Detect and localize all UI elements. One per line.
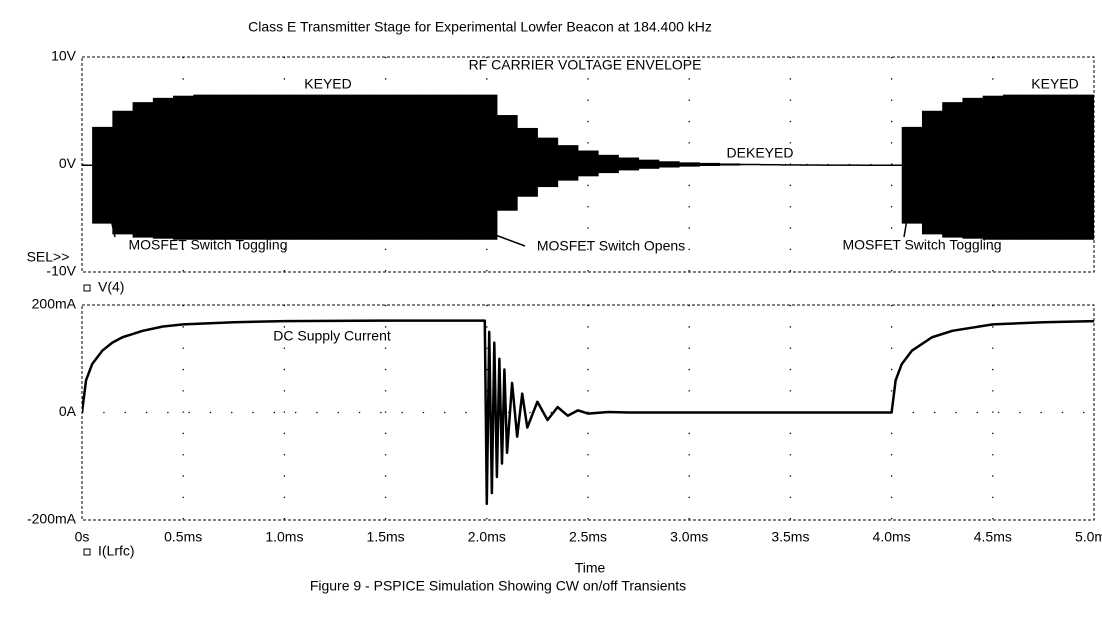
envelope-slice bbox=[314, 94, 336, 240]
envelope-slice bbox=[173, 95, 194, 240]
x-tick-label: 2.5ms bbox=[569, 529, 607, 545]
envelope-slice bbox=[638, 159, 660, 169]
envelope-slice bbox=[254, 94, 275, 240]
annotation: SEL>> bbox=[27, 249, 70, 265]
x-tick-label: 0s bbox=[75, 529, 90, 545]
x-tick-label: 1.5ms bbox=[367, 529, 405, 545]
legend-marker bbox=[83, 548, 91, 556]
y-tick-label: 0A bbox=[59, 403, 77, 419]
envelope-slice bbox=[760, 163, 781, 166]
y-tick-label: 0V bbox=[59, 155, 77, 171]
annotation: DEKEYED bbox=[727, 145, 794, 161]
envelope-slice bbox=[335, 94, 356, 240]
envelope-slice bbox=[557, 145, 579, 181]
y-tick-label: -10V bbox=[46, 263, 76, 279]
envelope-slice bbox=[92, 126, 113, 224]
envelope-slice bbox=[1023, 94, 1044, 240]
envelope-slice bbox=[476, 94, 498, 240]
envelope-slice bbox=[294, 94, 316, 240]
envelope-slice bbox=[861, 164, 882, 166]
legend-label: V(4) bbox=[98, 279, 124, 295]
x-tick-label: 5.0ms bbox=[1075, 529, 1102, 545]
series-group bbox=[82, 94, 1094, 240]
plot-layer: -10V 0V 10V RF CARRIER VOLTAGE ENVELOPE KEYE… bbox=[27, 48, 1102, 576]
x-tick-label: 3.5ms bbox=[771, 529, 809, 545]
envelope-slice bbox=[921, 110, 943, 235]
figure-title: Class E Transmitter Stage for Experiment… bbox=[248, 19, 712, 35]
annotation: KEYED bbox=[1031, 76, 1078, 92]
envelope-slice bbox=[739, 163, 761, 166]
envelope-slice bbox=[132, 102, 154, 238]
envelope-slice bbox=[1043, 94, 1065, 240]
figure-caption: Figure 9 - PSPICE Simulation Showing CW … bbox=[310, 578, 686, 594]
annotation: MOSFET Switch Toggling bbox=[843, 237, 1002, 253]
envelope-slice bbox=[820, 164, 842, 166]
envelope-slice bbox=[517, 127, 538, 197]
legend-label: I(Lrfc) bbox=[98, 543, 135, 559]
envelope-slice bbox=[496, 115, 518, 211]
envelope-slice bbox=[598, 154, 619, 174]
envelope-slice bbox=[719, 163, 741, 166]
envelope-slice bbox=[436, 94, 457, 240]
envelope-slice bbox=[82, 164, 93, 166]
x-tick-label: 3.0ms bbox=[670, 529, 708, 545]
envelope-slice bbox=[1083, 94, 1094, 240]
y-tick-label: 200mA bbox=[32, 296, 77, 312]
x-tick-label: 0.5ms bbox=[164, 529, 202, 545]
envelope-slice bbox=[193, 94, 215, 240]
envelope-slice bbox=[658, 161, 680, 168]
y-tick-label: 10V bbox=[51, 48, 77, 64]
x-axis-label: Time bbox=[575, 560, 606, 576]
envelope-slice bbox=[375, 94, 397, 240]
series-line bbox=[82, 319, 1094, 506]
envelope-slice bbox=[112, 110, 134, 235]
envelope-slice bbox=[942, 102, 963, 238]
envelope-slice bbox=[233, 94, 255, 240]
annotation: RF CARRIER VOLTAGE ENVELOPE bbox=[469, 57, 702, 73]
annotation: KEYED bbox=[304, 76, 351, 92]
envelope-slice bbox=[780, 164, 802, 166]
envelope-slice bbox=[355, 94, 376, 240]
envelope-slice bbox=[577, 150, 599, 177]
envelope-slice bbox=[1063, 94, 1085, 240]
annotation: MOSFET Switch Opens bbox=[537, 238, 685, 254]
envelope-slice bbox=[456, 94, 478, 240]
x-tick-label: 4.5ms bbox=[974, 529, 1012, 545]
envelope-slice bbox=[679, 162, 700, 167]
envelope-slice bbox=[213, 94, 235, 240]
x-tick-label: 4.0ms bbox=[873, 529, 911, 545]
envelope-slice bbox=[901, 126, 923, 224]
envelope-slice bbox=[1002, 94, 1024, 240]
envelope-slice bbox=[618, 157, 640, 171]
envelope-slice bbox=[841, 164, 862, 166]
annotation: DC Supply Current bbox=[273, 328, 391, 344]
x-tick-label: 1.0ms bbox=[265, 529, 303, 545]
envelope-slice bbox=[415, 94, 437, 240]
envelope-slice bbox=[274, 94, 296, 240]
envelope-slice bbox=[800, 164, 822, 166]
legend-marker bbox=[83, 284, 91, 292]
envelope-slice bbox=[152, 97, 174, 239]
envelope-slice bbox=[982, 95, 1004, 240]
x-tick-label: 2.0ms bbox=[468, 529, 506, 545]
series-group bbox=[82, 319, 1094, 506]
envelope-slice bbox=[881, 164, 903, 166]
y-tick-label: -200mA bbox=[27, 511, 77, 527]
envelope-slice bbox=[395, 94, 417, 240]
envelope-slice bbox=[699, 162, 721, 167]
envelope-slice bbox=[537, 137, 559, 188]
annotation: MOSFET Switch Toggling bbox=[129, 237, 288, 253]
envelope-slice bbox=[962, 97, 984, 239]
